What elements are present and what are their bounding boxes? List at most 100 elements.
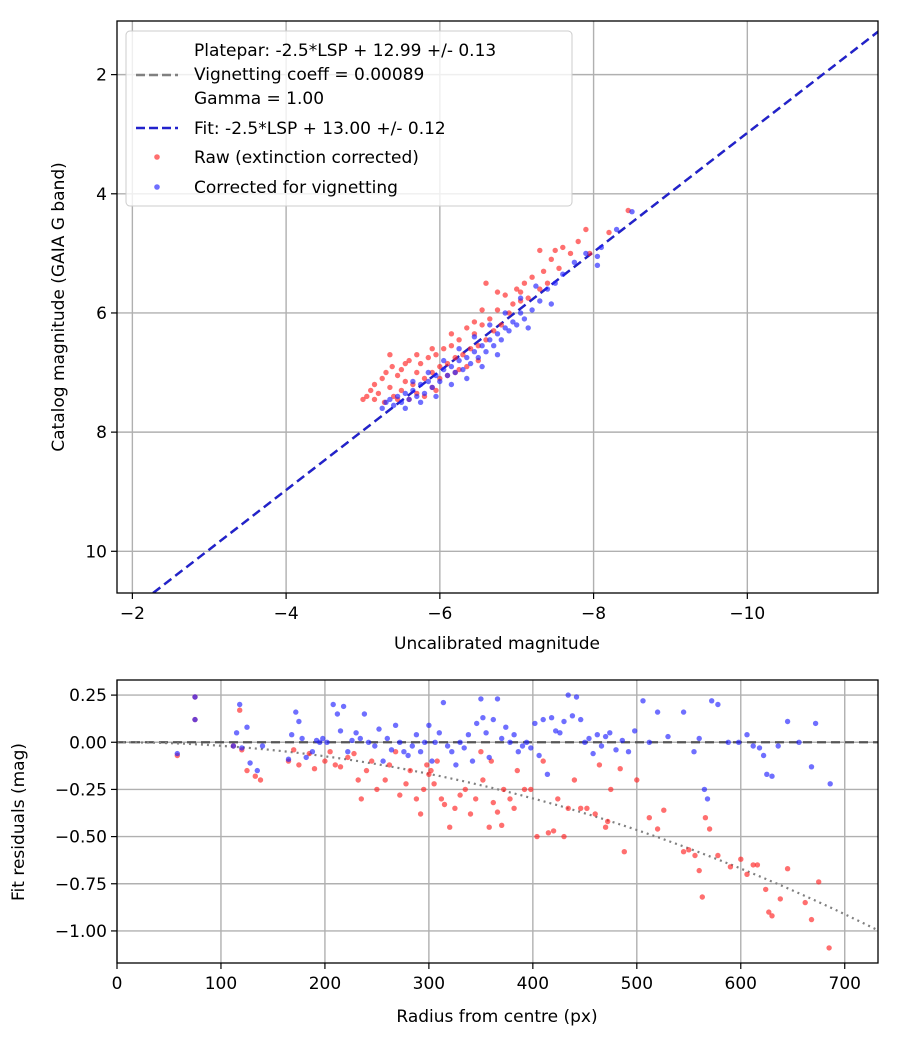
corrected-point — [417, 749, 424, 755]
corrected-point — [491, 343, 497, 349]
raw-point — [550, 828, 557, 834]
y-tick-label: 2 — [96, 66, 107, 86]
raw-point — [397, 792, 403, 798]
corrected-point — [452, 369, 458, 376]
corrected-point — [448, 363, 455, 370]
corrected-point — [461, 745, 467, 751]
top-x-axis-label: Uncalibrated magnitude — [394, 634, 600, 654]
bottom-y-axis-label: Fit residuals (mag) — [9, 743, 29, 901]
corrected-point — [521, 316, 528, 322]
corrected-point — [397, 739, 403, 745]
corrected-point — [487, 337, 493, 343]
y-tick-label: −1.00 — [55, 922, 107, 942]
corrected-point — [414, 393, 420, 400]
corrected-point — [479, 343, 485, 349]
raw-point — [456, 366, 462, 373]
raw-point — [368, 387, 374, 394]
raw-point — [608, 786, 614, 793]
corrected-point — [548, 301, 554, 307]
raw-point — [571, 777, 578, 783]
corrected-point — [192, 694, 198, 700]
raw-point — [490, 799, 496, 806]
raw-point — [431, 781, 437, 787]
raw-point — [479, 322, 485, 328]
raw-point — [763, 886, 769, 893]
corrected-point — [827, 781, 833, 787]
x-tick-label: −8 — [581, 604, 606, 624]
corrected-point — [507, 739, 513, 745]
corrected-point — [460, 366, 466, 373]
raw-point — [494, 307, 501, 313]
fit-line — [152, 30, 878, 593]
corrected-point — [457, 739, 463, 745]
raw-point — [363, 767, 370, 774]
corrected-point — [515, 749, 521, 755]
corrected-point — [654, 709, 661, 715]
x-tick-label: 500 — [621, 974, 653, 994]
corrected-point — [425, 378, 431, 385]
corrected-point — [756, 745, 763, 751]
legend-corrected-marker — [154, 184, 160, 190]
corrected-point — [490, 716, 496, 723]
corrected-point — [529, 307, 535, 313]
corrected-point — [594, 253, 601, 260]
raw-point — [486, 824, 492, 830]
raw-point — [387, 352, 393, 358]
corrected-point — [498, 337, 504, 343]
corrected-point — [433, 372, 439, 379]
raw-point — [621, 849, 627, 855]
x-tick-label: 400 — [517, 974, 549, 994]
corrected-point — [349, 737, 355, 744]
corrected-point — [494, 696, 501, 702]
corrected-point — [392, 722, 399, 728]
corrected-point — [796, 739, 802, 745]
raw-point — [441, 801, 448, 808]
corrected-point — [629, 209, 635, 215]
corrected-point — [247, 760, 253, 766]
raw-point — [478, 749, 484, 755]
legend-corrected-label: Corrected for vignetting — [194, 178, 398, 198]
raw-point — [606, 229, 612, 236]
corrected-point — [239, 745, 245, 751]
raw-point — [596, 762, 603, 768]
corrected-point — [613, 747, 619, 753]
corrected-point — [259, 743, 266, 749]
raw-point — [447, 824, 453, 830]
legend-raw-marker — [154, 154, 160, 160]
corrected-point — [383, 399, 389, 405]
corrected-point — [449, 749, 455, 755]
raw-point — [487, 316, 493, 322]
corrected-point — [784, 718, 791, 725]
corrected-point — [441, 366, 447, 373]
corrected-point — [320, 735, 326, 742]
raw-point — [552, 247, 558, 254]
top-points — [360, 207, 635, 411]
raw-point — [517, 289, 524, 295]
corrected-point — [573, 694, 580, 700]
corrected-point — [590, 750, 596, 757]
raw-point — [578, 805, 584, 811]
corrected-point — [502, 310, 508, 316]
corrected-point — [464, 354, 470, 361]
raw-point — [727, 864, 734, 870]
raw-point — [355, 777, 361, 783]
raw-point — [499, 822, 505, 828]
corrected-point — [413, 732, 420, 738]
raw-point — [567, 250, 574, 257]
y-tick-label: −0.75 — [55, 875, 107, 895]
corrected-point — [709, 698, 715, 704]
corrected-point — [553, 728, 559, 734]
bottom-plot-frame — [116, 679, 879, 964]
raw-point — [473, 796, 479, 802]
raw-point — [257, 777, 264, 783]
corrected-point — [379, 405, 385, 411]
raw-point — [808, 916, 815, 923]
raw-point — [528, 786, 534, 793]
raw-point — [424, 762, 430, 768]
corrected-point — [337, 728, 344, 734]
corrected-point — [453, 762, 459, 768]
corrected-point — [598, 743, 605, 749]
raw-point — [702, 815, 709, 821]
raw-point — [777, 896, 783, 902]
corrected-point — [244, 724, 250, 730]
